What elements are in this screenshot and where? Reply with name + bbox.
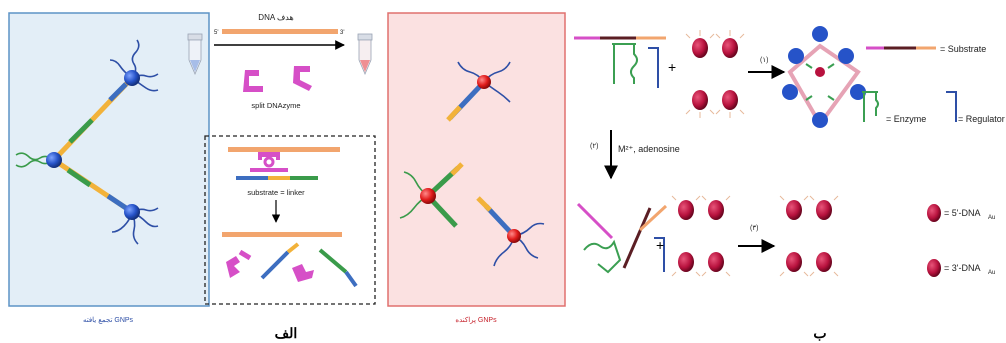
tube-left [187, 33, 203, 76]
legend-substrate: = Substrate [940, 44, 986, 54]
red-gnp [420, 188, 436, 204]
enzyme-substrate-complex [574, 36, 666, 88]
red-gnp [507, 229, 521, 243]
dispersed-gnps-panel [387, 12, 566, 307]
panel-letter-a: الف [275, 325, 298, 341]
dnazyme-half-right [293, 66, 312, 91]
blue-gnp [124, 70, 140, 86]
substrate-linker-label: substrate = linker [247, 188, 305, 197]
red-gnp [477, 75, 491, 89]
aggregated-gnps-panel [8, 12, 210, 307]
legend: = Substrate = Enzyme = Regulator = 5'-DN… [862, 44, 1005, 277]
step-3-label: (۳) [750, 225, 758, 232]
reaction-top: DNA هدف 5' 3' split DNAzyme [214, 13, 345, 110]
legend-5dna: = 5'-DNA [944, 208, 980, 218]
ion-label: M²⁺, adenosine [618, 144, 680, 154]
au-particles-dispersed [779, 195, 839, 277]
dispersed-particle-3 [476, 196, 545, 267]
blue-gnp [124, 204, 140, 220]
target-dna-strand [222, 29, 338, 34]
au-aggregate [782, 26, 866, 128]
step-2-label: (۲) [590, 143, 598, 150]
legend-3dna: = 3'-DNA [944, 263, 980, 273]
cleaved-fragments [576, 202, 668, 274]
aggregated-caption: GNPs تجمع یافته [83, 316, 134, 324]
end-label: 5' [214, 30, 218, 36]
legend-3dna-sub: Au [988, 270, 995, 276]
plus-sign: + [668, 59, 676, 75]
mechanism-after [222, 232, 358, 288]
dispersed-particle-1 [446, 61, 511, 122]
panel-letter-b: ب [813, 325, 826, 341]
dispersed-caption: GNPs پراکنده [455, 316, 497, 324]
target-dna-label: DNA هدف [258, 13, 293, 22]
dispersed-particle-2 [399, 162, 464, 228]
au-particles-top [685, 30, 745, 118]
panel-a: GNPs تجمع یافته DNA هدف 5' 3' split DNAz… [8, 12, 566, 341]
blue-gnp [46, 152, 62, 168]
dnazyme-half-left [243, 70, 263, 92]
legend-regulator: = Regulator [958, 114, 1005, 124]
mechanism-box [204, 135, 376, 305]
aggregated-network [15, 39, 159, 245]
au-particles-bottom [671, 195, 731, 277]
step-1-label: (۱) [760, 57, 768, 64]
plus-sign: + [656, 237, 664, 253]
split-dnazyme-label: split DNAzyme [251, 101, 300, 110]
panel-b: + (۱) [574, 26, 1005, 341]
legend-enzyme: = Enzyme [886, 114, 926, 124]
mechanism-before: substrate = linker [228, 147, 340, 223]
legend-5dna-sub: Au [988, 215, 995, 221]
end-label: 3' [340, 30, 344, 36]
tube-right [357, 33, 373, 76]
